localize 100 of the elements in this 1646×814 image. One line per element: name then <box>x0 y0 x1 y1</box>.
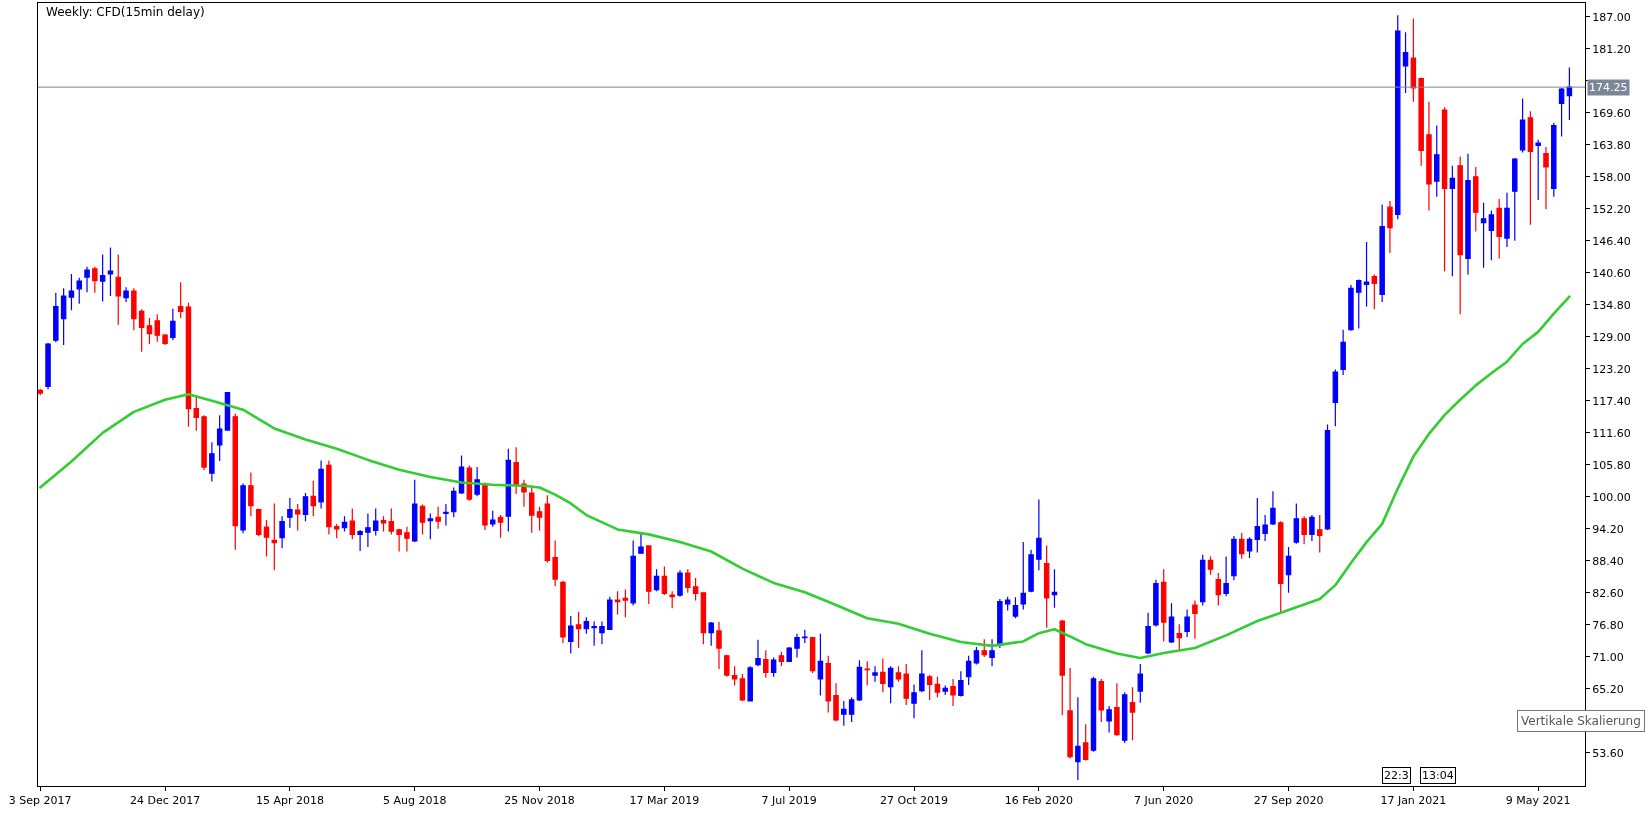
candlestick <box>1551 122 1557 198</box>
y-tick-label: 111.60 <box>1592 426 1631 440</box>
candlestick <box>1566 66 1573 121</box>
candlestick <box>193 396 200 432</box>
line-series <box>38 295 1571 660</box>
candlestick <box>216 414 223 462</box>
candlestick <box>115 254 121 326</box>
candlestick <box>1418 76 1424 167</box>
candlestick <box>450 486 457 518</box>
candlestick <box>638 532 644 554</box>
candlestick <box>1488 209 1495 261</box>
candlestick <box>661 565 668 596</box>
x-tick-label: 27 Oct 2019 <box>880 794 949 808</box>
candlestick <box>84 266 90 293</box>
candlestick <box>92 266 98 294</box>
candlestick <box>716 621 722 670</box>
candlestick <box>1012 596 1019 619</box>
y-tick-label: 105.80 <box>1592 458 1631 472</box>
y-tick-label: 187.00 <box>1592 10 1631 24</box>
candlestick <box>778 651 785 667</box>
candlestick <box>146 317 153 345</box>
candlestick <box>76 277 82 305</box>
candlestick <box>131 287 137 331</box>
y-tick-label: 123.20 <box>1592 362 1631 376</box>
y-tick-label: 53.60 <box>1592 746 1624 760</box>
candlestick <box>692 577 699 602</box>
annotation: 22:3 <box>1384 769 1409 782</box>
candlestick <box>1496 198 1502 260</box>
candlestick <box>794 633 800 659</box>
y-tick-label: 181.20 <box>1592 42 1631 56</box>
candlestick <box>45 342 51 390</box>
candlestick <box>950 678 956 707</box>
y-tick-label: 117.40 <box>1592 394 1631 408</box>
candlestick <box>1121 691 1128 744</box>
candlestick <box>1473 166 1479 233</box>
candlestick <box>1199 554 1206 607</box>
candlestick <box>965 655 972 686</box>
candlestick <box>1527 110 1534 226</box>
candlestick <box>1238 532 1245 560</box>
candlestick <box>880 657 886 693</box>
x-tick-label: 16 Feb 2020 <box>1004 794 1074 808</box>
candlestick <box>357 529 363 552</box>
candlestick <box>310 480 317 517</box>
candlestick <box>1059 619 1066 716</box>
candlestick <box>739 673 746 702</box>
candlestick <box>599 620 605 645</box>
candlestick <box>747 665 753 702</box>
candlestick <box>1512 157 1518 242</box>
candlestick <box>1106 705 1112 734</box>
candlestick <box>1129 686 1136 741</box>
candlestick <box>1402 31 1409 94</box>
candlestick <box>958 670 964 698</box>
candlestick <box>1535 139 1541 201</box>
candlestick <box>240 483 246 534</box>
candlestick <box>123 286 129 303</box>
candlestick <box>162 333 168 346</box>
y-tick-label: 71.00 <box>1592 650 1624 664</box>
candlestick <box>560 580 566 644</box>
candlestick <box>341 515 348 533</box>
candlestick <box>248 471 254 517</box>
candlestick <box>53 292 59 343</box>
candlestick <box>825 655 831 714</box>
x-tick-label: 5 Aug 2018 <box>382 794 447 808</box>
candlestick <box>926 674 933 701</box>
candlestick <box>841 700 847 727</box>
candlestick <box>1285 546 1292 594</box>
candlestick <box>544 494 551 564</box>
candlestick <box>989 638 995 667</box>
candlestick <box>271 502 278 571</box>
candlestick <box>326 459 332 535</box>
candlestick <box>1176 623 1183 652</box>
candlestick <box>1153 579 1159 628</box>
candlestick <box>1067 667 1073 760</box>
candlestick <box>1246 536 1253 559</box>
candlestick <box>1270 490 1276 526</box>
candlestick <box>1082 723 1089 762</box>
candlestick <box>138 308 145 353</box>
candlestick <box>107 246 114 297</box>
candlestick <box>263 519 270 558</box>
candlestick <box>1020 541 1027 611</box>
candlestick <box>864 660 870 687</box>
candlestick <box>1465 153 1471 276</box>
candlestick <box>1441 106 1448 272</box>
candlestick <box>443 503 449 527</box>
candlestick <box>279 515 285 549</box>
candlestick <box>1207 555 1214 576</box>
candlestick <box>1434 124 1440 198</box>
candlestick <box>372 507 379 537</box>
candlestick <box>700 591 707 645</box>
candlestick <box>934 676 941 698</box>
candlestick <box>1410 17 1417 103</box>
candlestick <box>1145 612 1151 655</box>
candlestick <box>396 528 402 553</box>
candlestick <box>895 665 902 683</box>
candlestick <box>349 507 356 540</box>
candlestick <box>388 507 395 535</box>
y-tick-label: 82.60 <box>1592 586 1624 600</box>
candlestick <box>622 588 629 618</box>
candlestick <box>802 629 808 644</box>
candlestick <box>708 621 714 647</box>
